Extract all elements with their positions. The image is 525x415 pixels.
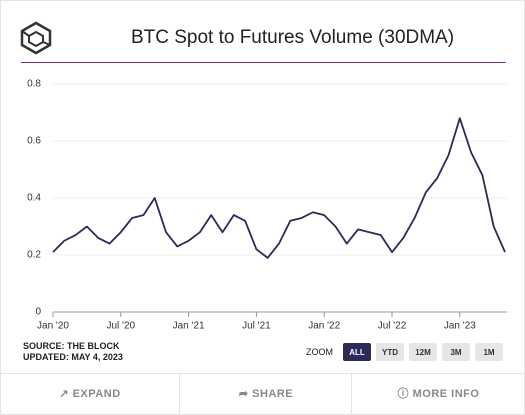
zoom-button[interactable]: 3M [442, 343, 470, 361]
footer-button[interactable]: ↗ EXPAND [1, 373, 179, 414]
zoom-label: ZOOM [306, 347, 333, 357]
data-line [52, 117, 506, 259]
updated-text: UPDATED: MAY 4, 2023 [23, 352, 123, 362]
x-tick-label: Jan '23 [444, 321, 476, 332]
footer-button[interactable]: ➦ SHARE [179, 373, 352, 414]
zoom-button[interactable]: ALL [343, 343, 371, 361]
x-tick-label: Jan '21 [173, 321, 205, 332]
source: SOURCE: THE BLOCK UPDATED: MAY 4, 2023 [23, 341, 123, 363]
header-rule [21, 62, 506, 63]
y-tick-label: 0 [35, 307, 41, 318]
x-tick-label: Jul '21 [242, 321, 271, 332]
chart: 0 0.2 0.4 0.6 0.8 Jan '20 Jul '20 Jan '21 Jul '2… [27, 79, 507, 332]
y-tick-label: 0.4 [27, 193, 41, 204]
footer-button[interactable]: ⓘ MORE INFO [351, 373, 524, 414]
y-tick-label: 0.2 [27, 250, 41, 261]
zoom-button[interactable]: 12M [409, 343, 437, 361]
zoom-button[interactable]: YTD [376, 343, 404, 361]
y-tick-label: 0.8 [27, 79, 41, 90]
x-tick-label: Jan '22 [308, 321, 340, 332]
zoom-button[interactable]: 1M [475, 343, 503, 361]
logo [20, 21, 52, 55]
chart-title: BTC Spot to Futures Volume (30DMA) [130, 27, 455, 48]
x-tick-label: Jan '20 [37, 321, 69, 332]
y-tick-label: 0.6 [27, 136, 41, 147]
x-tick-label: Jul '22 [378, 321, 407, 332]
x-tick-label: Jul '20 [107, 321, 136, 332]
source-text: SOURCE: THE BLOCK [23, 341, 120, 351]
